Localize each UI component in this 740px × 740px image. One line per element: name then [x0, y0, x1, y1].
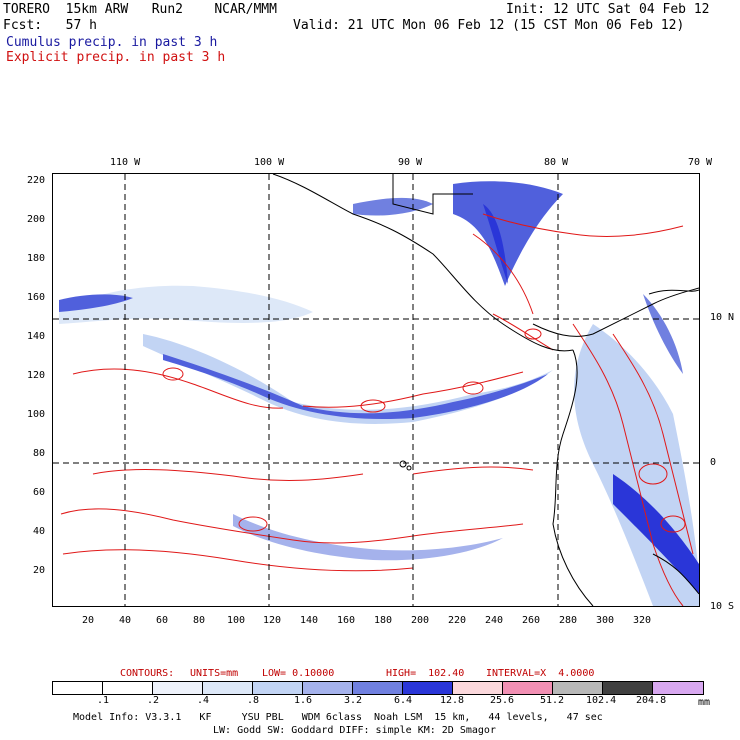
- lat-lon-grid: [53, 174, 699, 606]
- y-tick-label: 100: [27, 409, 46, 420]
- cumulus-precip-shading: [59, 181, 699, 606]
- legend-swatch: [53, 682, 103, 694]
- explicit-label: Explicit precip. in past 3 h: [6, 50, 226, 65]
- x-tick-label: 20: [82, 615, 95, 626]
- legend-unit: mm: [698, 697, 711, 708]
- lon-label-70w: 70 W: [688, 157, 713, 168]
- y-tick-label: 120: [27, 370, 46, 381]
- legend-swatch: [603, 682, 653, 694]
- x-tick-label: 220: [448, 615, 467, 626]
- x-tick-label: 160: [337, 615, 356, 626]
- legend-value: 204.8: [636, 695, 667, 706]
- legend-swatch: [453, 682, 503, 694]
- legend-value: 25.6: [490, 695, 515, 706]
- x-tick-label: 300: [596, 615, 615, 626]
- contours-units: UNITS=mm: [190, 668, 239, 679]
- model-title: TORERO 15km ARW Run2 NCAR/MMM: [3, 2, 277, 17]
- lon-label-90w: 90 W: [398, 157, 423, 168]
- contours-low: LOW= 0.10000: [262, 668, 335, 679]
- y-tick-label: 20: [33, 565, 46, 576]
- contours-title: CONTOURS:: [120, 668, 175, 679]
- legend-swatch: [553, 682, 603, 694]
- legend-value: 1.6: [294, 695, 313, 706]
- legend-value: 12.8: [440, 695, 465, 706]
- x-tick-label: 60: [156, 615, 169, 626]
- legend-swatch: [203, 682, 253, 694]
- legend-value: 102.4: [586, 695, 617, 706]
- model-info: Model Info: V3.3.1 KF YSU PBL WDM 6class…: [73, 712, 603, 723]
- physics-info: LW: Godd SW: Goddard DIFF: simple KM: 2D…: [213, 725, 496, 736]
- y-tick-label: 140: [27, 331, 46, 342]
- legend-value: .1: [97, 695, 110, 706]
- cumulus-label: Cumulus precip. in past 3 h: [6, 35, 218, 50]
- legend-swatch: [103, 682, 153, 694]
- x-tick-label: 100: [227, 615, 246, 626]
- legend-swatch: [303, 682, 353, 694]
- y-tick-label: 200: [27, 214, 46, 225]
- x-tick-label: 140: [300, 615, 319, 626]
- legend-value: 3.2: [344, 695, 363, 706]
- legend-swatch: [353, 682, 403, 694]
- legend-swatch: [253, 682, 303, 694]
- lon-label-80w: 80 W: [544, 157, 569, 168]
- x-tick-label: 240: [485, 615, 504, 626]
- x-tick-label: 80: [193, 615, 206, 626]
- legend-value: 51.2: [540, 695, 565, 706]
- x-tick-label: 280: [559, 615, 578, 626]
- valid-time: Valid: 21 UTC Mon 06 Feb 12 (15 CST Mon …: [293, 18, 685, 33]
- explicit-precip-contours: [60, 213, 694, 606]
- x-tick-label: 320: [633, 615, 652, 626]
- x-tick-label: 180: [374, 615, 393, 626]
- y-tick-label: 60: [33, 487, 46, 498]
- legend-swatch: [503, 682, 553, 694]
- legend-color-bar: [52, 681, 704, 695]
- y-tick-label: 180: [27, 253, 46, 264]
- legend-swatch: [153, 682, 203, 694]
- y-tick-label: 220: [27, 175, 46, 186]
- legend-value: .4: [197, 695, 210, 706]
- contours-high: HIGH= 102.40: [386, 668, 465, 679]
- lat-label-10s: 10 S: [710, 601, 735, 612]
- legend-swatch: [403, 682, 453, 694]
- init-time: Init: 12 UTC Sat 04 Feb 12: [506, 2, 710, 17]
- legend-value: .2: [147, 695, 160, 706]
- x-tick-label: 40: [119, 615, 132, 626]
- x-tick-label: 200: [411, 615, 430, 626]
- y-tick-label: 40: [33, 526, 46, 537]
- coastline: [272, 174, 699, 606]
- map-canvas: [53, 174, 699, 606]
- legend-value: .8: [247, 695, 260, 706]
- y-tick-label: 160: [27, 292, 46, 303]
- contours-interval: INTERVAL=X 4.0000: [486, 668, 595, 679]
- lon-label-100w: 100 W: [254, 157, 285, 168]
- forecast-hour: Fcst: 57 h: [3, 18, 97, 33]
- y-tick-label: 80: [33, 448, 46, 459]
- x-tick-label: 260: [522, 615, 541, 626]
- legend-value: 6.4: [394, 695, 413, 706]
- lon-label-110w: 110 W: [110, 157, 141, 168]
- x-tick-label: 120: [263, 615, 282, 626]
- lat-label-0: 0: [710, 457, 717, 468]
- lat-label-10n: 10 N: [710, 312, 735, 323]
- legend-swatch: [653, 682, 703, 694]
- precip-map: [52, 173, 700, 607]
